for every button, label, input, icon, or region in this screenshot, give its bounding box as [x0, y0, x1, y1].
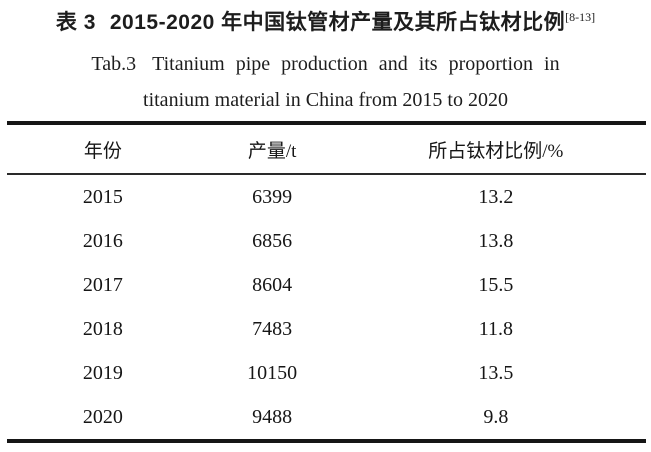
table-caption-en: Tab.3 Titanium pipe production and its pr… — [0, 46, 651, 118]
table-caption-en-text: Titanium pipe production and its proport… — [152, 53, 560, 75]
cell-proportion: 13.5 — [478, 361, 514, 384]
table-row: 2015 6399 13.2 — [7, 175, 646, 219]
cell-year: 2020 — [82, 405, 123, 428]
cell-production: 6399 — [252, 185, 293, 208]
table-row: 2020 9488 9.8 — [7, 395, 646, 439]
cell-production: 8604 — [252, 273, 293, 296]
cell-production: 9488 — [252, 405, 293, 428]
header-proportion: 所占钛材比例/% — [428, 140, 564, 162]
cell-production: 10150 — [247, 361, 298, 384]
citation-superscript: [8-13] — [565, 10, 596, 24]
table-caption-en-label: Tab.3 — [91, 53, 137, 75]
header-year: 年份 — [83, 140, 122, 162]
cell-proportion: 13.8 — [478, 229, 514, 252]
cell-production: 7483 — [252, 317, 293, 340]
cell-proportion: 13.2 — [478, 185, 514, 208]
header-production: 产量/t — [247, 140, 297, 162]
cell-year: 2015 — [82, 185, 123, 208]
table-header-row: 年份 产量/t 所占钛材比例/% — [7, 125, 646, 175]
cell-year: 2019 — [82, 361, 123, 384]
table-caption-zh-label: 表 3 — [55, 11, 96, 34]
cell-production: 6856 — [252, 229, 293, 252]
cell-proportion: 15.5 — [478, 273, 514, 296]
cell-proportion: 9.8 — [483, 405, 509, 428]
cell-proportion: 11.8 — [478, 317, 513, 340]
production-table: 年份 产量/t 所占钛材比例/% 2015 6399 13.2 2016 685… — [7, 121, 646, 443]
table-caption-zh: 表 3 2015-2020 年中国钛管材产量及其所占钛材比例[8-13] — [0, 0, 651, 36]
table-caption-en-line2: titanium material in China from 2015 to … — [143, 89, 508, 111]
table-caption-en-line1: Tab.3 Titanium pipe production and its pr… — [0, 46, 651, 82]
cell-year: 2018 — [82, 317, 123, 340]
cell-year: 2017 — [82, 273, 123, 296]
table-row: 2017 8604 15.5 — [7, 263, 646, 307]
table-row: 2016 6856 13.8 — [7, 219, 646, 263]
table-row: 2018 7483 11.8 — [7, 307, 646, 351]
table-caption-zh-title: 2015-2020 年中国钛管材产量及其所占钛材比例 — [109, 11, 566, 34]
table-row: 2019 10150 13.5 — [7, 351, 646, 395]
cell-year: 2016 — [82, 229, 123, 252]
